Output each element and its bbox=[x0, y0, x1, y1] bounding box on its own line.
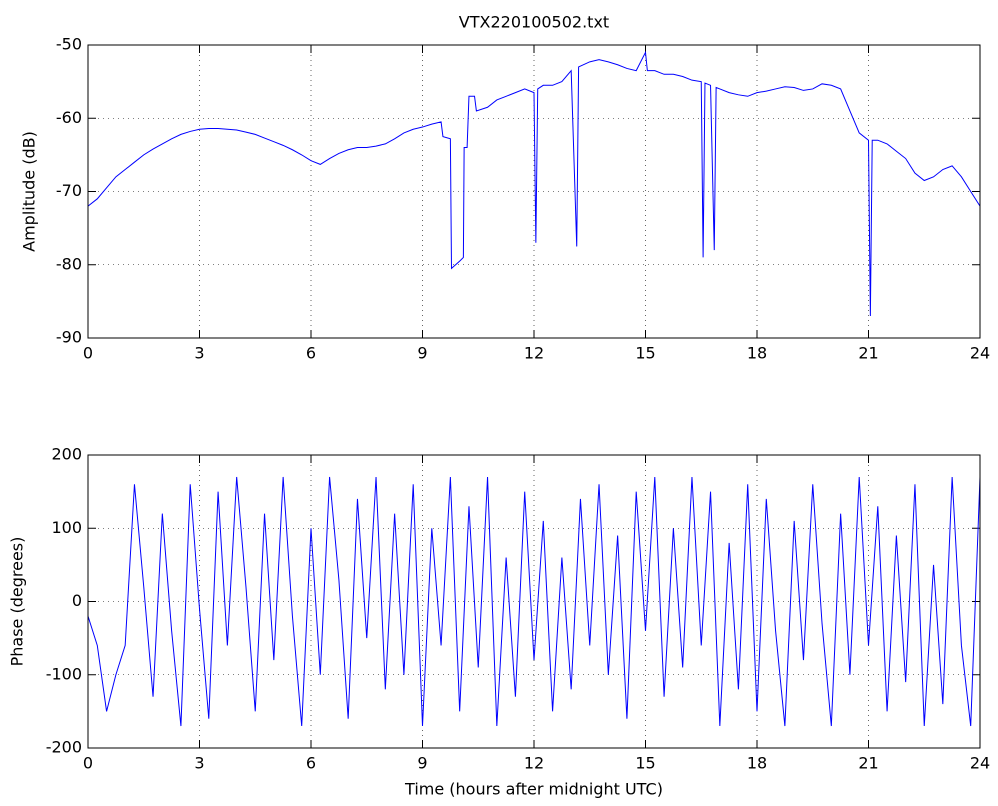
y-axis-label: Amplitude (dB) bbox=[20, 131, 39, 252]
x-tick-label: 6 bbox=[306, 344, 316, 363]
x-tick-label: 3 bbox=[194, 754, 204, 773]
x-tick-label: 12 bbox=[524, 754, 544, 773]
x-tick-label: 21 bbox=[858, 344, 878, 363]
x-tick-label: 18 bbox=[747, 344, 767, 363]
y-tick-label: -90 bbox=[56, 328, 82, 347]
x-tick-label: 3 bbox=[194, 344, 204, 363]
plot-frame bbox=[87, 44, 981, 339]
chart-title: VTX220100502.txt bbox=[459, 13, 609, 32]
x-tick-label: 12 bbox=[524, 344, 544, 363]
plot-frame bbox=[87, 454, 981, 749]
y-tick-label: 100 bbox=[51, 518, 82, 537]
x-tick-label: 21 bbox=[858, 754, 878, 773]
x-tick-label: 15 bbox=[635, 344, 655, 363]
x-tick-label: 15 bbox=[635, 754, 655, 773]
x-tick-label: 6 bbox=[306, 754, 316, 773]
y-tick-label: 200 bbox=[51, 445, 82, 464]
y-tick-label: -50 bbox=[56, 35, 82, 54]
data-line bbox=[87, 476, 981, 727]
x-tick-label: 18 bbox=[747, 754, 767, 773]
y-tick-label: -80 bbox=[56, 254, 82, 273]
x-tick-label: 24 bbox=[970, 754, 990, 773]
x-axis-label: Time (hours after midnight UTC) bbox=[404, 780, 663, 799]
x-tick-label: 24 bbox=[970, 344, 990, 363]
y-tick-label: -100 bbox=[46, 664, 82, 683]
y-tick-label: -200 bbox=[46, 738, 82, 757]
y-tick-label: -60 bbox=[56, 108, 82, 127]
x-tick-label: 9 bbox=[417, 754, 427, 773]
data-line bbox=[87, 50, 981, 317]
x-tick-label: 9 bbox=[417, 344, 427, 363]
y-tick-label: -70 bbox=[56, 181, 82, 200]
y-axis-label: Phase (degrees) bbox=[8, 537, 27, 667]
x-tick-label: 0 bbox=[83, 754, 93, 773]
y-tick-label: 0 bbox=[72, 591, 82, 610]
x-tick-label: 0 bbox=[83, 344, 93, 363]
